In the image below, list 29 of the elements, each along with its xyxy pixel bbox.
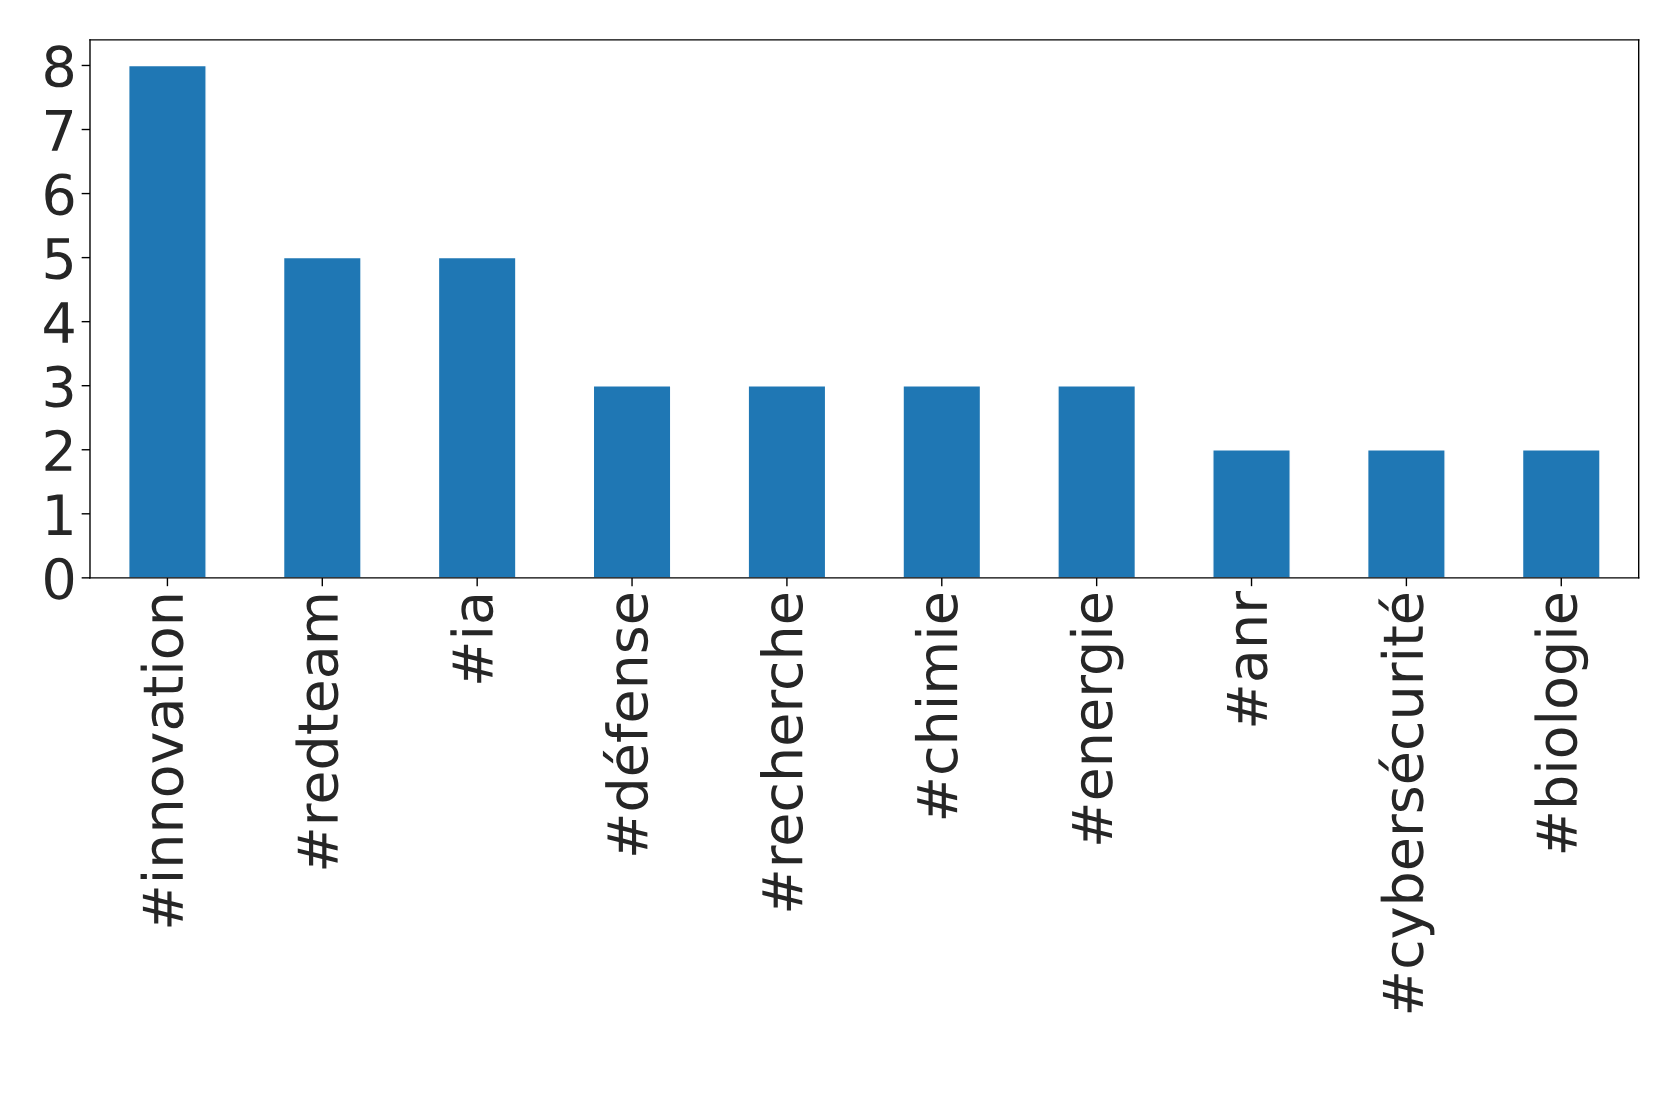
bar xyxy=(592,385,672,578)
bar xyxy=(437,256,517,578)
x-tick-label: #chimie xyxy=(914,594,958,819)
bar xyxy=(1057,385,1137,578)
y-tick-label: 5 xyxy=(45,238,72,280)
bar xyxy=(1366,449,1446,578)
x-tick-label: #ia xyxy=(450,596,494,683)
y-tick-label: 1 xyxy=(47,494,72,535)
bar xyxy=(747,385,827,578)
x-tick-label: #cybersécurité xyxy=(1378,594,1435,1013)
x-tick-label: #redteam xyxy=(295,595,339,869)
y-tick-label: 3 xyxy=(45,365,73,408)
x-tick-label: #biologie xyxy=(1534,594,1589,853)
y-tick-label: 0 xyxy=(45,557,74,600)
x-tick-label: #energie xyxy=(1069,594,1124,844)
bar xyxy=(128,64,207,578)
y-tick-label: 6 xyxy=(45,173,74,216)
y-tick-label: 2 xyxy=(45,429,72,471)
y-tick-label: 7 xyxy=(46,110,73,151)
y-tick-label: 8 xyxy=(45,45,73,88)
bar xyxy=(282,256,362,578)
x-tick-label: #défense xyxy=(602,594,649,855)
x-tick-label: #recherche xyxy=(760,594,804,911)
bar xyxy=(1212,449,1291,578)
x-tick-label: #anr xyxy=(1226,591,1268,726)
bar xyxy=(902,385,982,578)
bar xyxy=(1521,449,1601,578)
x-tick-label: #innovation xyxy=(140,595,184,927)
y-tick-label: 4 xyxy=(44,302,74,343)
